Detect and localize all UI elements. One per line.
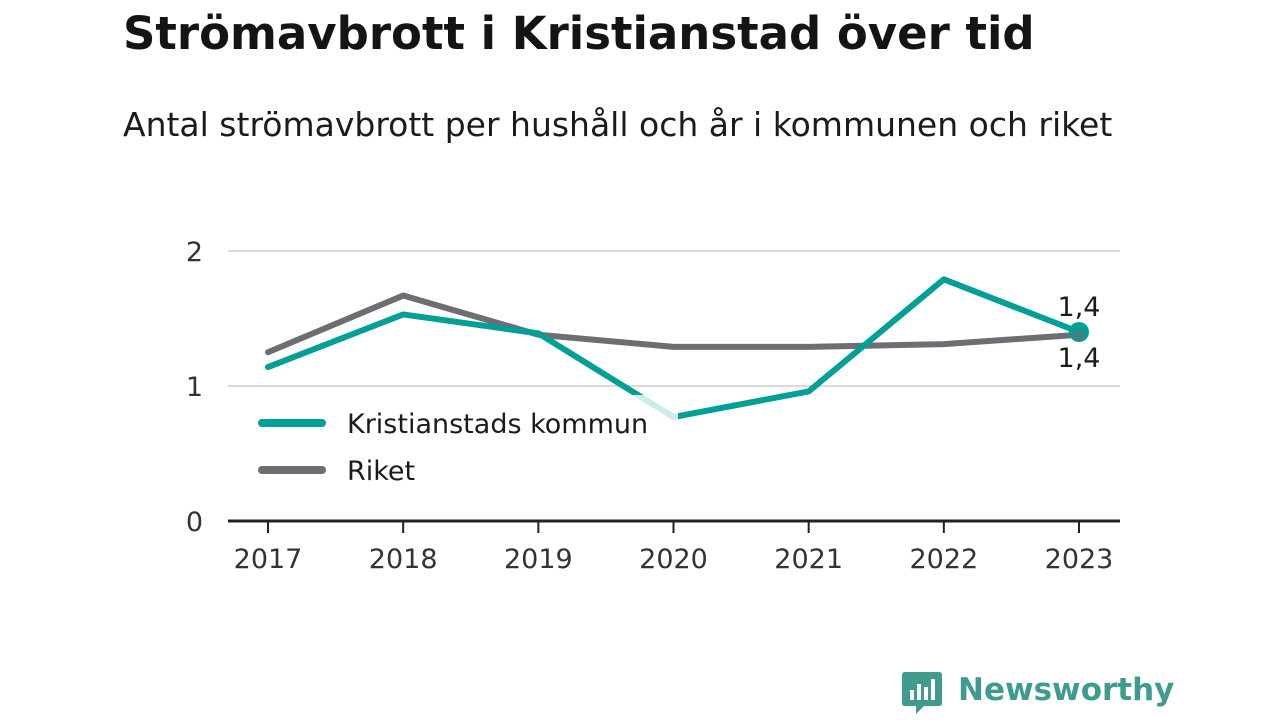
x-tick-label: 2023 [1045,544,1114,575]
legend: Kristianstads kommun Riket [238,395,678,495]
newsworthy-logo: Newsworthy [902,670,1174,716]
x-tick-label: 2021 [774,544,843,575]
chart-subtitle: Antal strömavbrott per hushåll och år i … [123,105,1113,144]
gridlines [228,250,1120,387]
x-tick-label: 2017 [234,544,303,575]
legend-item-riket-label: Riket [347,456,415,487]
x-tick-label: 2020 [639,544,708,575]
series-riket-line [265,292,1082,356]
x-axis: 2017 2018 2019 2020 2021 2022 2023 [228,519,1120,575]
series-riket-endpoint [1073,328,1085,341]
legend-item-kommun-label: Kristianstads kommun [347,409,648,440]
chart-title: Strömavbrott i Kristianstad över tid [123,7,1035,60]
bar-chart-speech-bubble-icon [902,672,942,714]
x-tick-label: 2018 [369,544,438,575]
legend-background [238,395,678,495]
y-tick-label: 0 [186,507,203,538]
end-label-riket: 1,4 [1058,343,1101,374]
brand-name: Newsworthy [958,672,1175,708]
y-axis: 0 1 2 [186,237,203,538]
end-label-kommun: 1,4 [1058,292,1101,323]
x-tick-label: 2019 [504,544,573,575]
end-labels: 1,4 1,4 [1058,292,1101,374]
x-tick-label: 2022 [909,544,978,575]
y-tick-label: 1 [186,372,203,403]
y-tick-label: 2 [186,237,203,268]
